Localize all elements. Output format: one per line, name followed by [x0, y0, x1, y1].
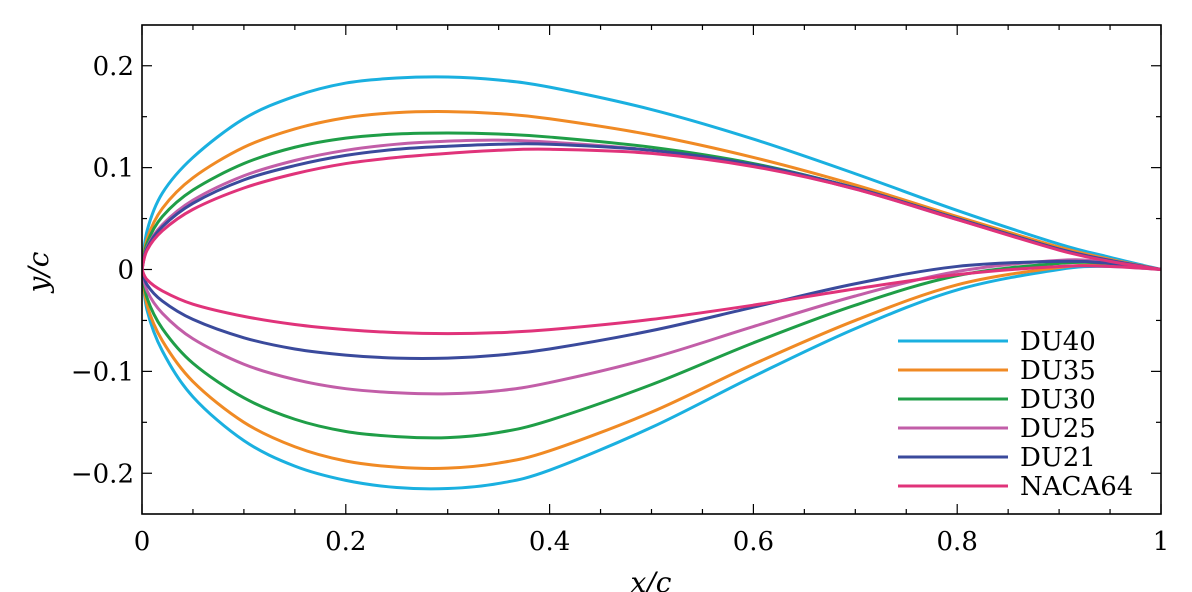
y-tick-label: −0.2 [71, 459, 134, 489]
y-axis-label: y/c [22, 251, 55, 294]
y-tick-label: 0.2 [93, 52, 134, 82]
series-du40-lower [142, 264, 1161, 491]
x-axis-label: x/c [631, 566, 672, 592]
legend-label-du30: DU30 [1020, 385, 1096, 415]
tick-labels: 0 0.2 0.4 0.6 0.8 1 0.2 0.1 0 −0.1 −0.2 [71, 52, 1169, 557]
series-layer [142, 75, 1161, 491]
y-tick-label: −0.1 [71, 357, 134, 387]
legend-label-du35: DU35 [1020, 356, 1096, 386]
x-tick-label: 0.6 [733, 527, 774, 557]
series-naca64-upper [142, 147, 1161, 271]
legend-label-du40: DU40 [1020, 327, 1096, 357]
x-tick-label: 0.2 [325, 527, 366, 557]
y-tick-label: 0.1 [93, 154, 134, 184]
legend-label-naca64: NACA64 [1020, 472, 1133, 502]
axis-ticks [141, 25, 1162, 514]
x-tick-label: 1 [1153, 527, 1170, 557]
y-tick-label: 0 [117, 256, 134, 286]
series-du35-upper [142, 110, 1161, 271]
legend-label-du25: DU25 [1020, 414, 1096, 444]
series-du25-lower [142, 258, 1161, 396]
series-du25-upper [142, 138, 1161, 271]
series-du40-upper [142, 75, 1161, 271]
x-tick-label: 0 [134, 527, 151, 557]
plot-frame [141, 24, 1162, 515]
series-naca64-lower [142, 264, 1161, 336]
legend-label-du21: DU21 [1020, 443, 1096, 473]
x-tick-label: 0.8 [937, 527, 978, 557]
series-du21-lower [142, 259, 1161, 361]
x-tick-label: 0.4 [529, 527, 570, 557]
series-du21-upper [142, 142, 1161, 271]
series-du35-lower [142, 263, 1161, 470]
